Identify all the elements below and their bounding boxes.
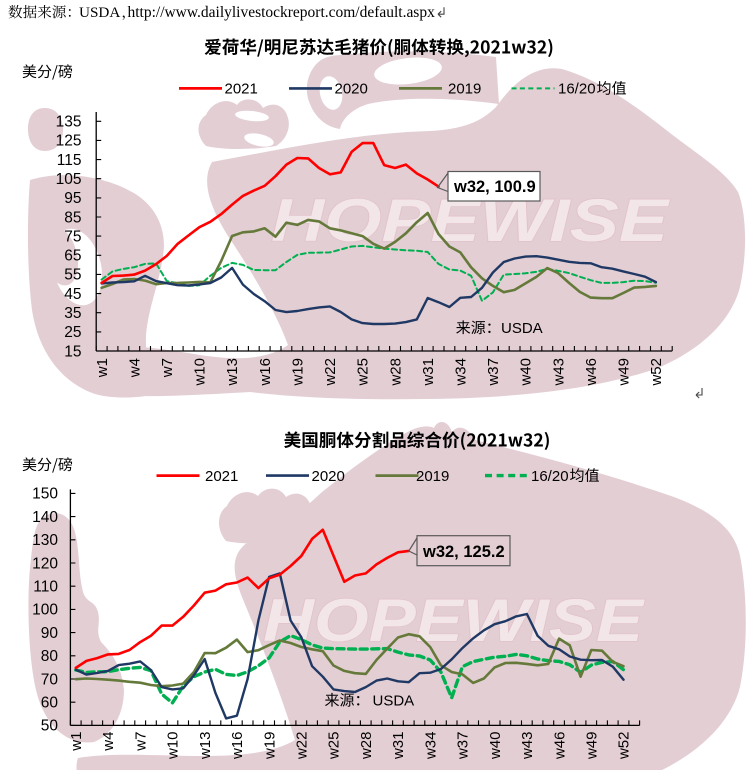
svg-text:2020: 2020	[335, 81, 368, 98]
svg-text:w43: w43	[519, 732, 536, 761]
svg-text:w49: w49	[584, 732, 601, 761]
svg-text:w28: w28	[358, 732, 375, 761]
svg-text:w22: w22	[294, 732, 311, 761]
svg-text:w28: w28	[387, 358, 404, 387]
svg-text:130: 130	[32, 532, 58, 549]
svg-text:55: 55	[64, 267, 81, 284]
svg-text:w7: w7	[159, 358, 176, 378]
svg-text:w13: w13	[197, 732, 214, 761]
svg-text:140: 140	[32, 509, 58, 526]
svg-text:w19: w19	[261, 732, 278, 761]
svg-text:w40: w40	[487, 732, 504, 761]
svg-text:95: 95	[64, 190, 81, 207]
svg-text:w32, 100.9: w32, 100.9	[453, 178, 536, 196]
svg-text:2021: 2021	[205, 468, 238, 485]
svg-text:w16: w16	[257, 358, 274, 387]
svg-text:w13: w13	[224, 358, 241, 387]
svg-text:w1: w1	[68, 732, 85, 752]
svg-text:16/20: 16/20	[558, 81, 596, 98]
svg-text:w22: w22	[322, 358, 339, 387]
svg-text:w34: w34	[453, 358, 470, 387]
svg-text:75: 75	[64, 228, 81, 245]
svg-text:50: 50	[41, 718, 59, 735]
svg-text:USDA: USDA	[501, 320, 543, 337]
svg-text:135: 135	[56, 114, 82, 131]
svg-text:w10: w10	[165, 732, 182, 761]
svg-text:16/20: 16/20	[531, 468, 569, 485]
svg-text:w34: w34	[422, 732, 439, 761]
svg-text:w16: w16	[229, 732, 246, 761]
svg-text:w1: w1	[94, 358, 111, 378]
svg-text:w40: w40	[518, 358, 535, 387]
svg-text:35: 35	[64, 305, 81, 322]
svg-text:65: 65	[64, 248, 81, 265]
svg-text:125: 125	[56, 133, 82, 150]
svg-text:w52: w52	[648, 358, 665, 387]
svg-text:w46: w46	[583, 358, 600, 387]
svg-text:60: 60	[41, 695, 59, 712]
svg-text:150: 150	[32, 486, 58, 503]
svg-text:w7: w7	[132, 732, 149, 752]
svg-text:105: 105	[56, 171, 82, 188]
svg-text:w25: w25	[326, 732, 343, 761]
svg-text:2020: 2020	[312, 468, 345, 485]
svg-text:85: 85	[64, 209, 81, 226]
svg-text:w31: w31	[390, 732, 407, 761]
svg-text:USDA: USDA	[79, 4, 120, 21]
svg-text:2021: 2021	[225, 81, 258, 98]
svg-text:HOPEWISE: HOPEWISE	[263, 587, 645, 654]
svg-text:w43: w43	[550, 358, 567, 387]
svg-text:w19: w19	[290, 358, 307, 387]
svg-text:25: 25	[64, 324, 81, 341]
svg-text:w10: w10	[192, 358, 209, 387]
svg-text:w37: w37	[455, 732, 472, 761]
svg-text:w31: w31	[420, 358, 437, 387]
svg-text:120: 120	[32, 555, 58, 572]
svg-text:2019: 2019	[448, 81, 481, 98]
svg-text:USDA: USDA	[373, 693, 415, 710]
svg-text:w52: w52	[616, 732, 633, 761]
svg-text:70: 70	[41, 671, 59, 688]
svg-text:w49: w49	[616, 358, 633, 387]
svg-text:w25: w25	[355, 358, 372, 387]
svg-text:w4: w4	[126, 358, 143, 378]
svg-text:80: 80	[41, 648, 59, 665]
svg-text:110: 110	[33, 579, 58, 596]
svg-text:w32, 125.2: w32, 125.2	[422, 543, 505, 561]
svg-text:90: 90	[41, 625, 59, 642]
svg-text:2019: 2019	[416, 468, 449, 485]
svg-text:w37: w37	[485, 358, 502, 387]
svg-text:15: 15	[64, 343, 81, 360]
svg-text:w4: w4	[100, 732, 117, 752]
svg-text:115: 115	[57, 152, 82, 169]
svg-text:w46: w46	[551, 732, 568, 761]
svg-text:http://www.dailylivestockrepor: http://www.dailylivestockreport.com/defa…	[128, 4, 436, 21]
svg-text:45: 45	[64, 286, 81, 303]
svg-text:100: 100	[32, 602, 58, 619]
